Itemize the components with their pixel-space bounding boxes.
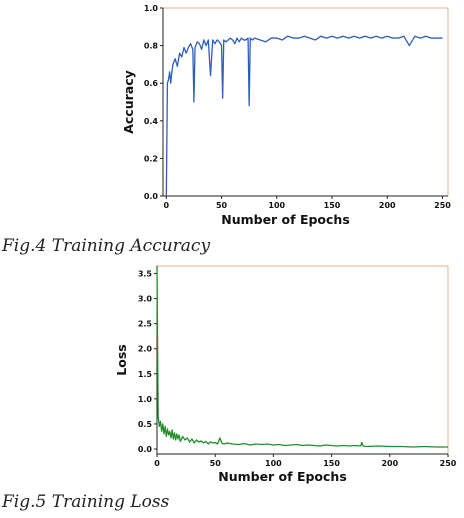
series-line: [156, 268, 448, 448]
y-tick-label: 0.6: [144, 79, 159, 88]
y-axis-label: Loss: [114, 344, 129, 375]
y-tick-label: 1.0: [138, 395, 153, 404]
y-tick-label: 3.5: [138, 270, 153, 279]
accuracy-figure: 0.0 0.2 0.4 0.6 0.8 1.0 0 50 100 150 200 250 Number …: [2, 4, 451, 256]
y-tick-label: 0.5: [138, 420, 153, 429]
y-tick-label: 0.0: [144, 192, 159, 201]
y-tick-label: 2.5: [138, 320, 153, 329]
x-tick-label: 150: [323, 459, 340, 468]
y-axis-label: Accuracy: [121, 70, 136, 134]
x-tick-label: 50: [210, 459, 222, 468]
x-tick-label: 50: [216, 201, 228, 210]
x-axis-label: Number of Epochs: [221, 212, 350, 227]
y-tick-label: 2.0: [138, 345, 153, 354]
x-axis-label: Number of Epochs: [218, 469, 347, 484]
y-tick-label: 0.2: [144, 154, 158, 163]
x-tick-label: 100: [265, 459, 282, 468]
y-tick-label: 0.8: [144, 42, 159, 51]
loss-chart: 0.0 0.5 1.0 1.5 2.0 2.5 3.0 3.5 0 50 100 150 200 250 N…: [114, 265, 457, 484]
x-tick-label: 200: [379, 201, 396, 210]
loss-figure: 0.0 0.5 1.0 1.5 2.0 2.5 3.0 3.5 0 50 100 150 200 250 N…: [0, 262, 464, 518]
y-tick-label: 0.0: [138, 445, 153, 454]
y-tick-label: 3.0: [138, 295, 153, 304]
x-tick-label: 0: [164, 201, 170, 210]
y-tick-label: 1.0: [144, 4, 159, 13]
x-tick-label: 250: [434, 201, 451, 210]
x-tick-label: 150: [324, 201, 341, 210]
x-tick-label: 200: [381, 459, 398, 468]
loss-caption: Fig.5 Training Loss: [2, 492, 170, 512]
accuracy-chart: 0.0 0.2 0.4 0.6 0.8 1.0 0 50 100 150 200 250 Number …: [121, 4, 451, 227]
x-tick-label: 100: [268, 201, 285, 210]
accuracy-caption: Fig.4 Training Accuracy: [2, 236, 211, 256]
x-tick-label: 0: [154, 459, 160, 468]
series-line: [165, 35, 443, 197]
y-tick-label: 1.5: [138, 370, 153, 379]
x-tick-label: 250: [440, 459, 457, 468]
plot-frame: [156, 265, 449, 455]
y-tick-label: 0.4: [144, 117, 159, 126]
